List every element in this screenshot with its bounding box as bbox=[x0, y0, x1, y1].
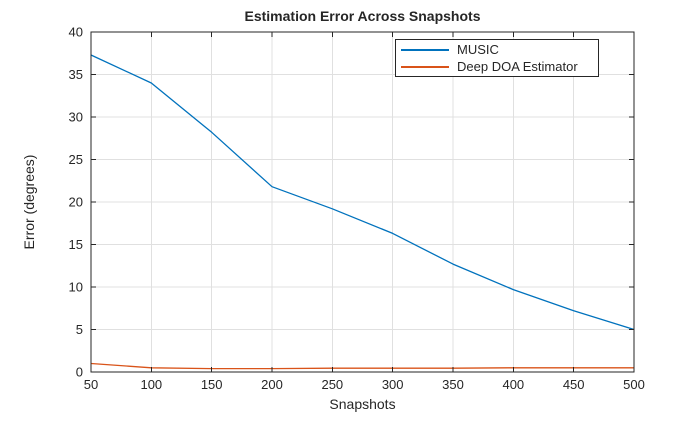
x-tick-label: 300 bbox=[382, 377, 404, 392]
y-tick-label: 40 bbox=[69, 25, 83, 40]
y-tick-label: 0 bbox=[76, 365, 83, 380]
y-tick-label: 35 bbox=[69, 67, 83, 82]
legend-label: Deep DOA Estimator bbox=[457, 59, 578, 74]
y-tick-label: 20 bbox=[69, 195, 83, 210]
x-tick-label: 150 bbox=[201, 377, 223, 392]
series-line-deep-doa-estimator bbox=[90, 362, 634, 370]
legend: MUSIC Deep DOA Estimator bbox=[395, 39, 599, 77]
legend-item: Deep DOA Estimator bbox=[396, 59, 598, 74]
y-tick-label: 10 bbox=[69, 280, 83, 295]
x-tick-label: 100 bbox=[140, 377, 162, 392]
x-tick-label: 350 bbox=[442, 377, 464, 392]
x-tick-label: 200 bbox=[261, 377, 283, 392]
y-axis-label: Error (degrees) bbox=[21, 154, 37, 250]
y-tick-label: 15 bbox=[69, 237, 83, 252]
legend-item: MUSIC bbox=[396, 42, 598, 57]
y-tick-label: 30 bbox=[69, 110, 83, 125]
chart-title: Estimation Error Across Snapshots bbox=[244, 8, 481, 24]
legend-label: MUSIC bbox=[457, 42, 499, 57]
legend-line-sample bbox=[401, 48, 449, 51]
y-tick-label: 5 bbox=[76, 322, 83, 337]
x-tick-label: 400 bbox=[502, 377, 524, 392]
x-tick-label: 250 bbox=[321, 377, 343, 392]
legend-line-sample bbox=[401, 65, 449, 68]
x-tick-label: 50 bbox=[84, 377, 98, 392]
series-line-music bbox=[90, 54, 635, 331]
x-tick-label: 500 bbox=[623, 377, 645, 392]
x-tick-label: 450 bbox=[563, 377, 585, 392]
y-tick-label: 25 bbox=[69, 152, 83, 167]
x-axis-label: Snapshots bbox=[329, 396, 396, 412]
